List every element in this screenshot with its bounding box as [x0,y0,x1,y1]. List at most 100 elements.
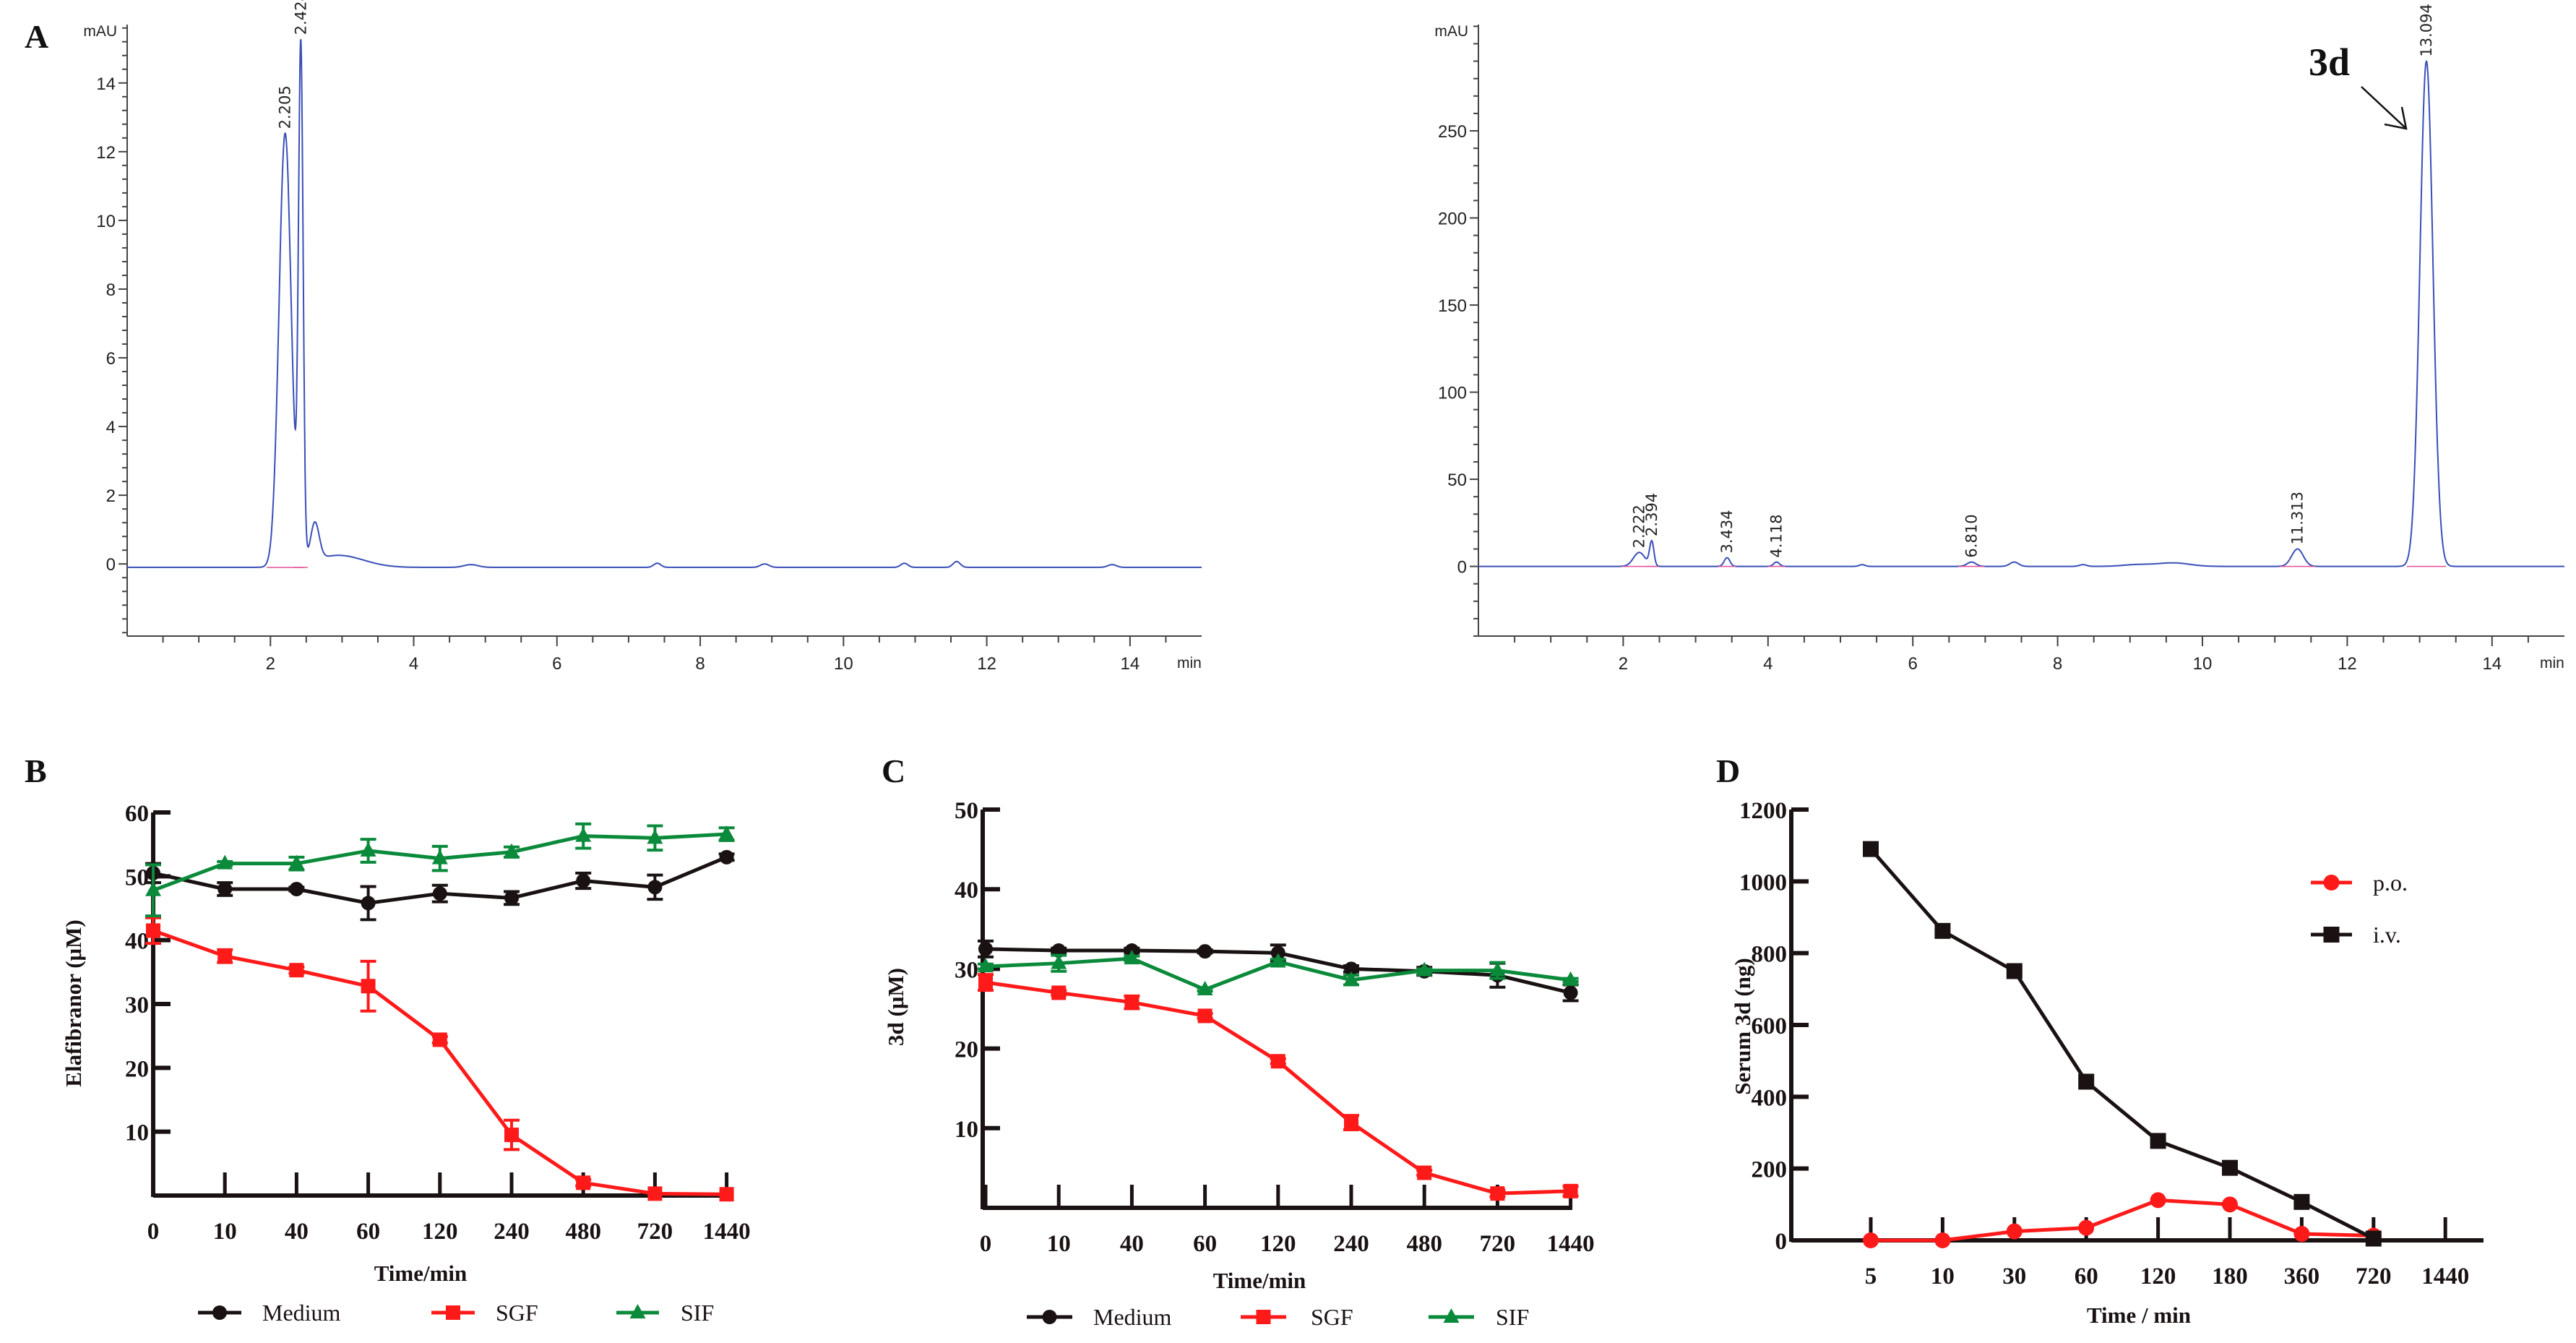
sgf-data-point [1490,1186,1505,1201]
chromatogram-trace [1478,60,2564,567]
legend-item-iv: i.v. [2311,922,2401,948]
legend-square-icon [1256,1310,1271,1324]
x-tick-label: 1440 [703,1219,751,1245]
sif-data-point [978,958,994,973]
arrow-icon [2361,86,2405,128]
sgf-data-point [978,975,993,990]
sif-data-point [1416,961,1433,977]
x-unit-label: min [2540,655,2564,672]
y-unit-label: mAU [83,23,117,40]
peak-retention-label: 3.434 [1718,510,1736,553]
sif-data-point [431,849,448,864]
legend-circle-icon [2323,875,2340,891]
peak-retention-label: 2.205 [277,85,294,129]
legend-square-icon [446,1305,460,1320]
sgf-data-point [1197,1008,1212,1024]
sif-data-point [1270,953,1286,968]
sgf-data-point [1417,1165,1432,1180]
y-tick-label: 60 [125,801,149,827]
sif-data-point [575,827,592,842]
compound-3d-annotation: 3d [2309,40,2350,84]
peak-retention-label: 11.313 [2289,492,2306,544]
legend-square-icon [2323,927,2340,943]
sgf-data-point [1051,985,1067,1000]
sgf-data-point [576,1175,591,1190]
y-axis-title: Elafibranor (μM) [61,919,86,1086]
legend-item-sif: SIF [616,1300,714,1326]
sgf-data-point [1344,1115,1358,1130]
sif-data-point [288,854,305,870]
y-tick-label: 20 [955,1037,978,1063]
y-tick-label: 10 [125,1120,149,1146]
x-tick-label: 480 [565,1219,601,1245]
panel-label-b: B [25,752,47,789]
x-tick-label: 720 [2356,1263,2392,1290]
po-data-point [1863,1232,1879,1248]
legend-item-sgf: SGF [1241,1304,1353,1330]
legend-circle-icon [1042,1310,1057,1324]
x-tick-label: 240 [1333,1231,1369,1257]
medium-data-point [719,849,734,864]
x-tick-label: 0 [147,1219,160,1245]
po-data-point [2150,1192,2166,1209]
sif-data-point [1489,961,1506,977]
x-tick-label: 720 [637,1219,673,1245]
medium-data-point [1344,961,1358,977]
legend-label: SIF [1496,1304,1529,1330]
x-tick-label: 60 [356,1219,380,1245]
y-tick-label: 0 [1457,558,1467,578]
legend-label: Medium [262,1300,341,1326]
y-tick-label: 200 [1752,1157,1788,1183]
y-tick-label: 250 [1438,122,1467,142]
x-tick-label: 180 [2212,1263,2248,1290]
sgf-data-point [504,1128,519,1143]
y-tick-label: 50 [955,798,978,824]
x-tick-label: 8 [2053,654,2062,674]
po-data-point [1934,1232,1951,1248]
x-tick-label: 240 [494,1219,530,1245]
po-data-point [2006,1223,2023,1240]
medium-data-point [576,873,591,888]
panel-label-d: D [1716,752,1740,789]
chart-b-elafibranor-stability: 10 20 30 40 50 60 0 10 40 60 120 240 480 720 1440 Time/… [61,801,751,1326]
sif-data-point [1197,981,1213,996]
x-tick-label: 2 [266,654,275,674]
x-tick-label: 14 [1121,654,1140,674]
legend-item-po: p.o. [2311,870,2408,896]
chromatogram-3d: 0 50 100 150 200 250 2 4 6 8 10 12 14 mAU min 2.2222.39… [1434,4,2564,674]
y-unit-label: mAU [1434,23,1468,40]
y-tick-label: 0 [106,555,116,575]
x-tick-label: 10 [1931,1263,1955,1290]
y-tick-label: 1200 [1739,798,1787,824]
x-tick-label: 2 [1619,654,1628,674]
legend-label: SIF [681,1300,714,1326]
x-tick-label: 120 [2140,1263,2176,1290]
iv-data-point [2150,1133,2166,1149]
y-tick-label: 10 [96,212,116,231]
series-sgf [978,973,1579,1201]
sgf-line [985,980,1571,1196]
sgf-data-point [1270,1054,1285,1069]
medium-data-point [1197,944,1212,959]
series-sif [145,822,735,918]
legend-label: SGF [496,1300,538,1326]
x-tick-label: 60 [1193,1231,1217,1257]
legend-label: SGF [1311,1304,1353,1330]
sif-data-point [360,842,376,857]
sgf-data-point [146,923,160,938]
medium-data-point [289,882,304,896]
peak-retention-label: 13.094 [2418,4,2435,56]
y-tick-label: 8 [106,280,116,300]
y-tick-label: 800 [1752,942,1788,968]
legend-item-sif: SIF [1429,1304,1529,1330]
legend-label: Medium [1093,1304,1172,1330]
x-tick-label: 1440 [2421,1263,2469,1290]
x-tick-label: 1440 [1547,1231,1595,1257]
x-tick-label: 40 [285,1219,309,1245]
y-tick-label: 100 [1438,384,1467,403]
x-tick-label: 360 [2284,1263,2320,1290]
iv-data-point [2222,1159,2238,1176]
x-unit-label: min [1177,655,1202,672]
iv-data-point [2006,963,2023,979]
x-tick-label: 120 [1260,1231,1296,1257]
